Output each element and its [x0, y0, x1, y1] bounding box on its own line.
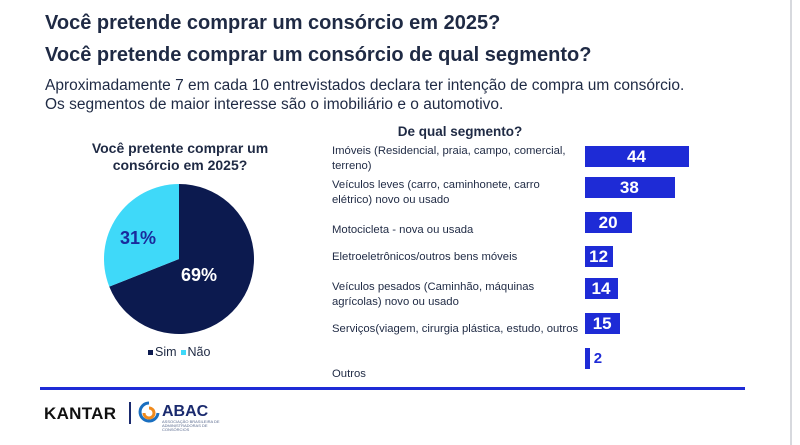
pie-title-line-2: consórcio em 2025?	[112, 157, 248, 173]
bar-value-label: 14	[591, 279, 611, 298]
bar	[585, 278, 619, 299]
abac-logo: ABAC	[162, 403, 209, 420]
pie-svg	[103, 184, 255, 334]
legend-label-nao: Não	[187, 345, 211, 359]
bar-category-label: Outros	[332, 368, 366, 380]
bar	[585, 177, 675, 198]
abac-emblem-icon	[138, 401, 160, 423]
legend-swatch-sim	[148, 350, 153, 356]
legend-item-nao: Não	[180, 345, 211, 359]
bar	[585, 246, 614, 267]
summary-line-2: Os segmentos de maior interesse são o im…	[45, 96, 504, 113]
bar-value-label: 38	[619, 178, 639, 197]
bar-category-label: Imóveis (Residencial, praia, campo, come…	[332, 145, 566, 172]
bar-category-label: Eletroeletrônicos/outros bens móveis	[332, 251, 518, 263]
pie-label-nao: 31%	[120, 228, 157, 248]
pie-slice-sim	[109, 184, 255, 334]
page-subtitle-question: Você pretende comprar um consórcio de qu…	[45, 44, 592, 66]
legend-label-sim: Sim	[155, 345, 177, 359]
bar-value-label: 2	[593, 350, 603, 367]
legend-swatch-nao	[180, 350, 186, 356]
page-title: Você pretende comprar um consórcio em 20…	[45, 12, 501, 34]
bar-category-label: Motocicleta - nova ou usada	[332, 224, 474, 236]
bar	[585, 146, 689, 167]
logo-separator	[129, 402, 131, 424]
bar-value-label: 44	[627, 147, 646, 166]
bar-category-label: Veículos leves (carro, caminhonete, carr…	[332, 179, 540, 206]
bar-value-label: 12	[589, 247, 609, 266]
bar-value-label: 15	[592, 314, 612, 333]
bar-value-label: 20	[598, 213, 618, 232]
bar-category-label: Serviços(viagem, cirurgia plástica, estu…	[332, 323, 579, 335]
bar	[585, 313, 621, 334]
summary-text: Aproximadamente 7 em cada 10 entrevistad…	[45, 76, 684, 114]
pie-legend: Sim Não	[148, 345, 210, 359]
pie-label-sim: 69%	[181, 265, 218, 285]
pie-slice-no	[103, 184, 179, 287]
abac-tagline: ASSOCIAÇÃO BRASILEIRA DE ADMINISTRADORAS…	[162, 419, 220, 432]
pie-chart-title: Você pretente comprar um consórcio em 20…	[70, 140, 290, 174]
bar-category-label: Veículos pesados (Caminhão, máquinas agr…	[332, 281, 535, 308]
pie-title-line-1: Você pretente comprar um	[91, 140, 269, 156]
legend-item-sim: Sim	[148, 345, 177, 359]
pie-chart	[103, 183, 255, 335]
right-frame	[790, 0, 800, 445]
kantar-logo: KANTAR	[44, 404, 117, 423]
footer-rule	[40, 387, 745, 390]
bar	[585, 212, 633, 233]
bar	[585, 348, 590, 369]
summary-line-1: Aproximadamente 7 em cada 10 entrevistad…	[45, 77, 685, 94]
bar-chart-title: De qual segmento?	[397, 124, 523, 139]
